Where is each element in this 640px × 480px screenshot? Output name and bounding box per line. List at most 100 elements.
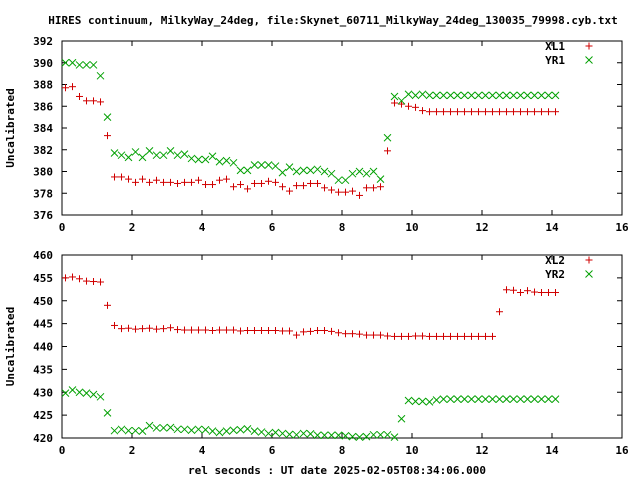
- data-point-d2: [166, 423, 175, 432]
- data-point: [209, 326, 216, 334]
- data-point: [243, 424, 252, 433]
- data-point: [293, 331, 300, 339]
- data-point: [502, 395, 511, 403]
- y-tick-label: 388: [33, 79, 53, 92]
- data-point: [208, 152, 217, 161]
- data-point: [208, 427, 217, 435]
- data-point-d2: [425, 398, 434, 406]
- data-point: [474, 395, 483, 403]
- data-point-d2: [159, 424, 168, 432]
- data-point: [545, 289, 552, 297]
- data-point-d2: [306, 166, 315, 175]
- y-tick-label: 380: [33, 166, 53, 179]
- data-point: [425, 91, 434, 100]
- data-point: [390, 92, 399, 101]
- data-point-d2: [432, 91, 441, 100]
- data-point: [412, 332, 419, 340]
- data-point-d2: [96, 392, 105, 401]
- data-point: [523, 395, 532, 403]
- data-point: [68, 58, 77, 67]
- data-point: [237, 181, 244, 189]
- data-point-d2: [369, 167, 378, 176]
- data-point: [278, 168, 287, 177]
- data-point-d2: [68, 58, 77, 67]
- data-point: [426, 108, 433, 116]
- data-point: [110, 426, 119, 435]
- data-point-d2: [257, 161, 266, 169]
- data-point: [544, 395, 553, 403]
- data-point: [286, 327, 293, 335]
- x-tick-label: 6: [269, 444, 276, 457]
- data-point: [68, 386, 77, 394]
- data-point-d2: [61, 389, 70, 398]
- data-point-d2: [537, 395, 546, 403]
- data-point-d2: [362, 169, 371, 178]
- data-point-d2: [320, 431, 329, 440]
- data-point: [223, 326, 230, 334]
- data-point: [391, 99, 398, 107]
- data-point: [523, 91, 532, 100]
- data-point: [292, 430, 301, 439]
- data-point: [321, 184, 328, 192]
- data-point-d2: [467, 395, 476, 403]
- data-point-d2: [446, 91, 455, 100]
- data-point: [83, 97, 90, 105]
- data-point-d2: [544, 395, 553, 403]
- data-point: [363, 184, 370, 192]
- data-point: [174, 326, 181, 334]
- data-point-d2: [334, 176, 343, 185]
- data-point: [313, 431, 322, 440]
- data-point-d2: [229, 426, 238, 435]
- data-point: [160, 178, 167, 186]
- data-point: [461, 108, 468, 116]
- data-point: [188, 326, 195, 334]
- plot-frame: [61, 254, 623, 439]
- data-point-d2: [75, 61, 84, 69]
- legend-marker: [585, 270, 593, 278]
- legend-marker: [585, 56, 593, 64]
- legend-label: YR2: [545, 268, 565, 281]
- data-point-d2: [152, 424, 161, 432]
- data-point: [328, 327, 335, 335]
- data-point: [152, 424, 161, 432]
- data-point: [348, 432, 357, 441]
- data-point: [321, 326, 328, 334]
- data-point: [342, 330, 349, 338]
- data-point: [279, 183, 286, 191]
- data-point: [103, 408, 112, 417]
- data-point: [146, 178, 153, 186]
- data-point: [244, 185, 251, 193]
- data-point-d2: [544, 91, 553, 100]
- data-point-d2: [285, 430, 294, 439]
- data-point-d2: [509, 395, 518, 403]
- data-point: [139, 325, 146, 333]
- data-point: [159, 151, 168, 160]
- data-point-d2: [523, 395, 532, 403]
- data-point: [236, 166, 245, 175]
- data-point: [551, 395, 560, 403]
- y-tick-label: 390: [33, 57, 53, 70]
- data-point: [292, 167, 301, 176]
- chart-panel-bottom: 0 2 4 6 8 10 12 14 16 420 425 430 435 440 445 450 455 460…: [4, 249, 629, 457]
- x-tick-label: 12: [475, 221, 488, 234]
- data-point: [439, 91, 448, 100]
- y-tick-label: 382: [33, 144, 53, 157]
- y-tick-label: 455: [33, 272, 53, 285]
- data-point: [341, 176, 350, 185]
- data-point-d2: [124, 153, 133, 162]
- data-point-d2: [236, 166, 245, 175]
- data-point: [215, 157, 224, 166]
- data-point: [188, 178, 195, 186]
- data-point-d2: [180, 150, 189, 158]
- data-point: [145, 421, 154, 430]
- data-point: [166, 423, 175, 432]
- data-point: [82, 61, 91, 69]
- data-point-d2: [411, 397, 420, 406]
- data-point-d2: [460, 395, 469, 403]
- data-point-d2: [467, 91, 476, 100]
- data-point-d2: [292, 430, 301, 439]
- data-point: [404, 396, 413, 405]
- data-point: [426, 332, 433, 340]
- data-point-d2: [306, 430, 315, 438]
- data-point: [153, 325, 160, 333]
